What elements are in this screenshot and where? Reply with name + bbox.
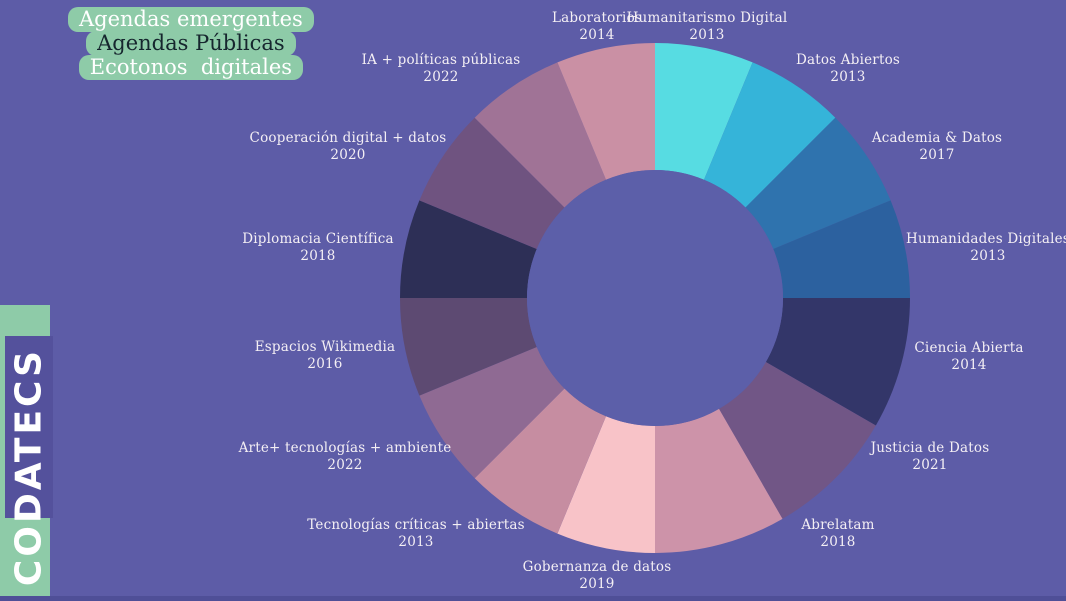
footer-bar <box>0 596 1066 601</box>
segment-label-13: IA + políticas públicas 2022 <box>361 52 521 85</box>
title-box: Agendas emergentes Agendas Públicas Ecot… <box>68 7 314 80</box>
donut-segment-0 <box>655 43 753 180</box>
donut-segment-2 <box>745 117 891 250</box>
donut-segment-8 <box>474 388 607 534</box>
segment-label-11: Diplomacia Científica 2018 <box>242 231 394 264</box>
donut-segment-10 <box>400 298 537 396</box>
donut-segment-7 <box>557 416 655 553</box>
segment-label-1: Datos Abiertos 2013 <box>795 52 901 85</box>
donut-segment-14 <box>557 43 655 180</box>
segment-label-14: Laboratorios 2014 <box>551 10 643 43</box>
segment-label-4: Ciencia Abierta 2014 <box>914 340 1024 373</box>
title-line-ecotonos-digitales: Ecotonos digitales <box>78 55 304 80</box>
segment-label-9: Arte+ tecnologías + ambiente 2022 <box>238 440 452 473</box>
donut-segment-6 <box>655 408 783 553</box>
segment-label-0: Humanitarismo Digital 2013 <box>626 10 788 43</box>
title-line-agendas-publicas: Agendas Públicas <box>86 31 296 56</box>
donut-segment-1 <box>703 62 836 208</box>
segment-label-5: Justicia de Datos 2021 <box>870 440 990 473</box>
segment-label-10: Espacios Wikimedia 2016 <box>254 339 396 372</box>
donut-segment-13 <box>474 62 607 208</box>
donut-segment-4 <box>765 298 910 426</box>
donut-segment-9 <box>419 346 565 479</box>
segment-label-6: Abrelatam 2018 <box>801 517 875 550</box>
donut-segment-3 <box>773 200 910 298</box>
donut-segment-5 <box>719 362 876 519</box>
segment-label-3: Humanidades Digitales 2013 <box>906 231 1066 264</box>
title-line-agendas-emergentes: Agendas emergentes <box>68 7 314 32</box>
segment-label-2: Academia & Datos 2017 <box>871 130 1003 163</box>
segment-label-12: Cooperación digital + datos 2020 <box>249 130 447 163</box>
donut-hole <box>527 170 783 426</box>
donut-segment-12 <box>419 117 565 250</box>
brand-logo-text: CODATECS <box>8 347 50 587</box>
segment-label-7: Gobernanza de datos 2019 <box>522 559 672 592</box>
brand-sidebar-purple-box <box>5 336 53 518</box>
segment-label-8: Tecnologías críticas + abiertas 2013 <box>307 517 525 550</box>
donut-segment-11 <box>400 200 537 298</box>
